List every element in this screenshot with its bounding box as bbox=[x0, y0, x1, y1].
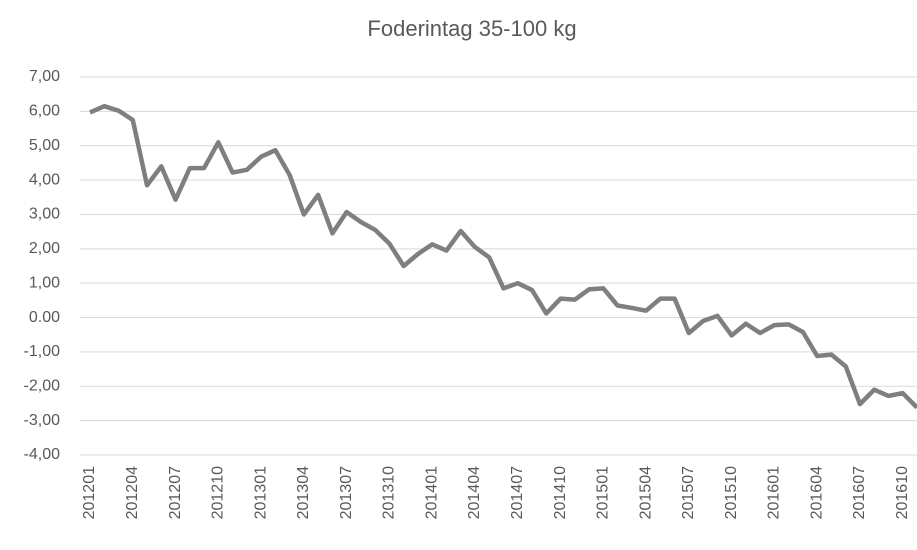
x-tick-label: 201410 bbox=[552, 466, 569, 519]
chart-title: Foderintag 35-100 kg bbox=[367, 16, 576, 41]
y-tick-label: 7,00 bbox=[29, 68, 60, 85]
y-tick-label: 0.00 bbox=[29, 309, 60, 326]
y-tick-label: 4,00 bbox=[29, 171, 60, 188]
y-tick-label: 5,00 bbox=[29, 137, 60, 154]
y-tick-label: -3,00 bbox=[24, 412, 61, 429]
x-tick-label: 201604 bbox=[808, 466, 825, 519]
x-tick-label: 201507 bbox=[680, 466, 697, 519]
y-tick-label: 1,00 bbox=[29, 274, 60, 291]
y-tick-label: 3,00 bbox=[29, 206, 60, 223]
y-tick-label: 6,00 bbox=[29, 103, 60, 120]
x-tick-label: 201207 bbox=[167, 466, 184, 519]
x-tick-label: 201201 bbox=[81, 466, 98, 519]
x-tick-label: 201607 bbox=[851, 466, 868, 519]
x-tick-label: 201504 bbox=[637, 466, 654, 519]
y-tick-label: -2,00 bbox=[24, 377, 61, 394]
x-tick-label: 201610 bbox=[894, 466, 911, 519]
x-tick-label: 201204 bbox=[124, 466, 141, 519]
x-tick-label: 201407 bbox=[509, 466, 526, 519]
x-tick-label: 201510 bbox=[723, 466, 740, 519]
data-line bbox=[89, 103, 917, 410]
x-tick-label: 201404 bbox=[466, 466, 483, 519]
x-tick-label: 201307 bbox=[338, 466, 355, 519]
x-tick-label: 201304 bbox=[295, 466, 312, 519]
x-tick-label: 201401 bbox=[423, 466, 440, 519]
x-tick-label: 201501 bbox=[595, 466, 612, 519]
y-tick-label: 2,00 bbox=[29, 240, 60, 257]
x-tick-label: 201310 bbox=[381, 466, 398, 519]
x-tick-label: 201601 bbox=[766, 466, 783, 519]
y-tick-label: -4,00 bbox=[24, 446, 61, 463]
y-tick-label: -1,00 bbox=[24, 343, 61, 360]
x-tick-label: 201210 bbox=[210, 466, 227, 519]
x-tick-label: 201301 bbox=[252, 466, 269, 519]
